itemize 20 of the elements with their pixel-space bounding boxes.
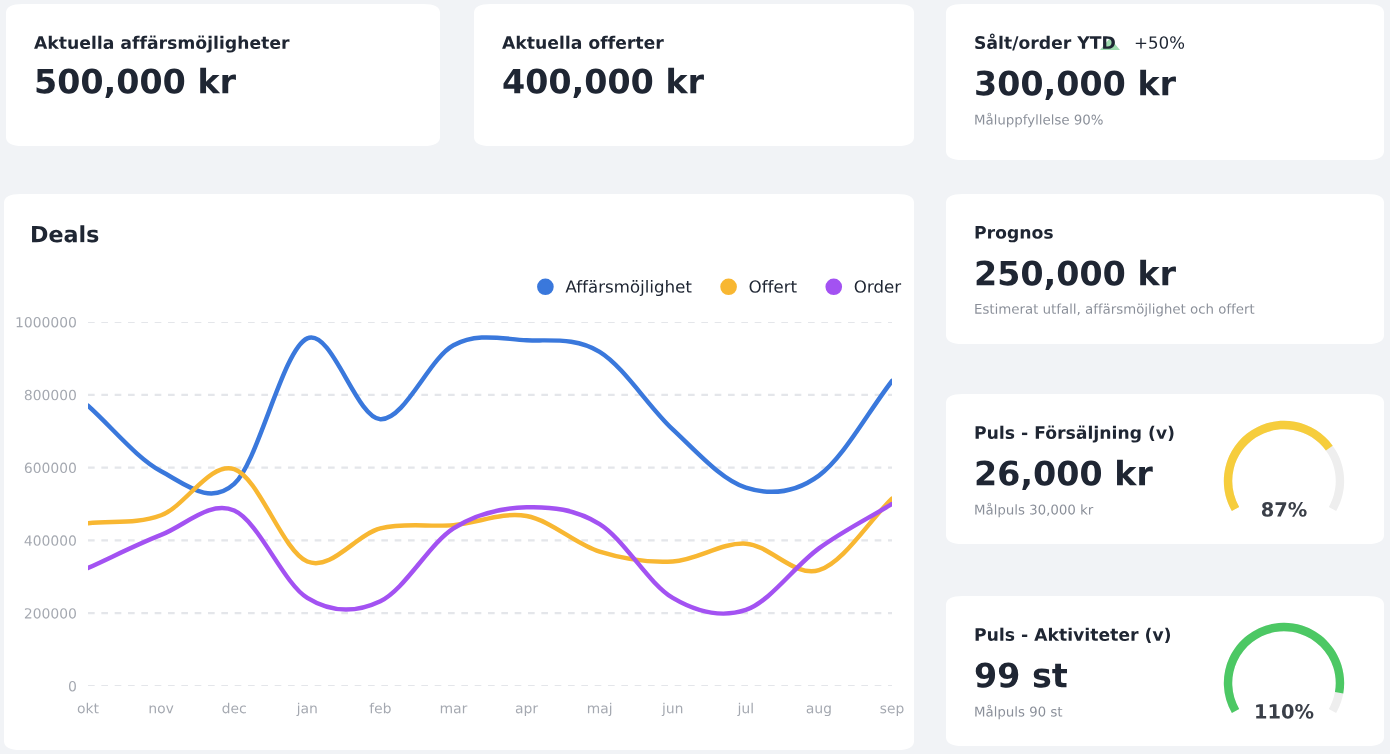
text: Aktuella affärsmöjligheter (34, 35, 290, 53)
text: Puls - Aktiviteter (v) (975, 627, 1171, 644)
data-label: 87% (1261, 502, 1307, 517)
text: +50% (1135, 36, 1185, 49)
text: Sålt/order YTD (975, 33, 1115, 51)
text: Aktuella offerter (502, 35, 664, 49)
text: 500,000 kr (36, 67, 236, 98)
data-label: 110% (1256, 704, 1314, 719)
text: 250,000 kr (976, 259, 1176, 290)
text: 300,000 kr (976, 69, 1176, 100)
text: 99 st (975, 662, 1067, 688)
chart-title: Deals (32, 225, 99, 243)
text: 26,000 kr (976, 459, 1153, 490)
text: Prognos (975, 226, 1053, 243)
text: 400,000 kr (503, 67, 704, 98)
line-series (88, 466, 892, 574)
legend-label: Order (854, 279, 902, 293)
legend-label: Offert (749, 279, 797, 293)
text: Puls - Försäljning (v) (975, 425, 1174, 443)
legend-label: Affärsmöjlighet (565, 279, 692, 297)
